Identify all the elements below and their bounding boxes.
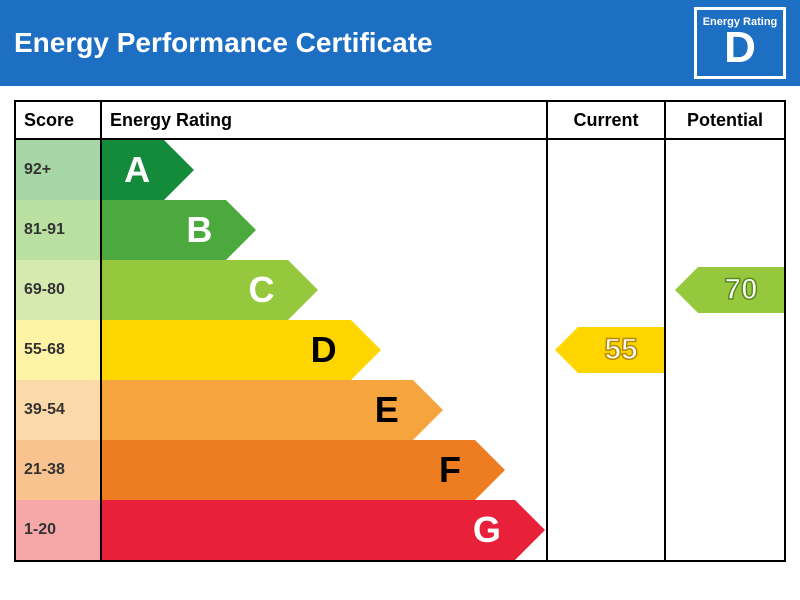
potential-column: 70 bbox=[666, 140, 784, 560]
rating-bar-f: F bbox=[102, 440, 475, 500]
current-column: 55 bbox=[548, 140, 666, 560]
rating-bar-c: C bbox=[102, 260, 288, 320]
rating-bar-d: D bbox=[102, 320, 351, 380]
potential-arrow: 70 bbox=[698, 267, 784, 313]
bar-chevron-icon bbox=[515, 500, 545, 560]
score-range-d: 55-68 bbox=[16, 320, 100, 380]
page-title: Energy Performance Certificate bbox=[14, 27, 433, 59]
rating-bar-g: G bbox=[102, 500, 515, 560]
bars-column: ABCDEFG bbox=[102, 140, 548, 560]
score-column: 92+81-9169-8055-6839-5421-381-20 bbox=[16, 140, 102, 560]
bar-row-e: E bbox=[102, 380, 546, 440]
chart-body: 92+81-9169-8055-6839-5421-381-20 ABCDEFG… bbox=[16, 140, 784, 560]
score-range-e: 39-54 bbox=[16, 380, 100, 440]
bar-row-d: D bbox=[102, 320, 546, 380]
col-header-score: Score bbox=[16, 102, 102, 138]
bar-row-a: A bbox=[102, 140, 546, 200]
header: Energy Performance Certificate Energy Ra… bbox=[0, 0, 800, 86]
score-range-a: 92+ bbox=[16, 140, 100, 200]
col-header-potential: Potential bbox=[666, 102, 784, 138]
bar-chevron-icon bbox=[475, 440, 505, 500]
bar-row-f: F bbox=[102, 440, 546, 500]
chart-wrap: Score Energy Rating Current Potential 92… bbox=[0, 86, 800, 562]
score-range-f: 21-38 bbox=[16, 440, 100, 500]
arrow-chevron-icon bbox=[555, 327, 578, 373]
rating-bar-e: E bbox=[102, 380, 413, 440]
score-range-c: 69-80 bbox=[16, 260, 100, 320]
rating-badge: Energy Rating D bbox=[694, 7, 786, 79]
score-range-b: 81-91 bbox=[16, 200, 100, 260]
bar-chevron-icon bbox=[351, 320, 381, 380]
arrow-chevron-icon bbox=[675, 267, 698, 313]
current-arrow: 55 bbox=[578, 327, 664, 373]
bar-row-g: G bbox=[102, 500, 546, 560]
col-header-rating: Energy Rating bbox=[102, 102, 548, 138]
bar-chevron-icon bbox=[288, 260, 318, 320]
rating-bar-b: B bbox=[102, 200, 226, 260]
chart-head: Score Energy Rating Current Potential bbox=[16, 102, 784, 140]
bar-chevron-icon bbox=[226, 200, 256, 260]
score-range-g: 1-20 bbox=[16, 500, 100, 560]
epc-container: Energy Performance Certificate Energy Ra… bbox=[0, 0, 800, 600]
rating-bar-a: A bbox=[102, 140, 164, 200]
bar-row-b: B bbox=[102, 200, 546, 260]
epc-chart: Score Energy Rating Current Potential 92… bbox=[14, 100, 786, 562]
rating-badge-letter: D bbox=[724, 26, 756, 70]
bar-chevron-icon bbox=[164, 140, 194, 200]
col-header-current: Current bbox=[548, 102, 666, 138]
bar-chevron-icon bbox=[413, 380, 443, 440]
bar-row-c: C bbox=[102, 260, 546, 320]
